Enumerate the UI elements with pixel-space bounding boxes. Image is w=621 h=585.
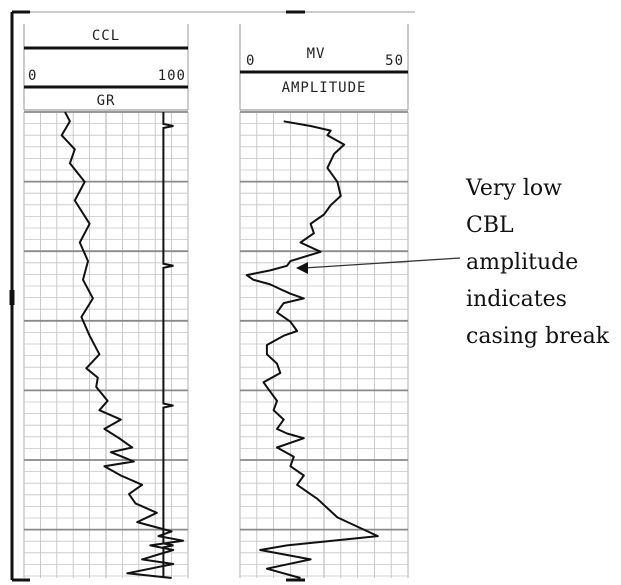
left-track-grid [23,111,189,578]
annotation-line: indicates [466,287,567,312]
amplitude-curve [245,120,379,579]
left-scale-min: 0 [28,68,37,84]
right-track-grid [239,111,409,578]
annotation-text: Very low CBL amplitude indicates casing … [466,170,616,355]
annotation-line: amplitude [466,250,579,275]
right-track-header: 0 MV 50 AMPLITUDE [239,24,409,111]
ccl-curve [162,112,174,578]
right-scale-min: 0 [246,53,255,69]
left-track-header: CCL 0 100 GR [23,24,189,111]
annotation-line: CBL [466,213,514,238]
mv-unit-label: MV [307,46,326,62]
right-scale-max: 50 [385,53,404,69]
annotation-line: Very low [466,176,562,201]
amplitude-label: AMPLITUDE [282,80,367,96]
gr-label: GR [97,93,116,109]
annotation-arrow [296,257,461,274]
ccl-label: CCL [92,28,120,44]
annotation-line: casing break [466,324,610,349]
log-curves [60,111,379,579]
left-scale-max: 100 [158,68,186,84]
